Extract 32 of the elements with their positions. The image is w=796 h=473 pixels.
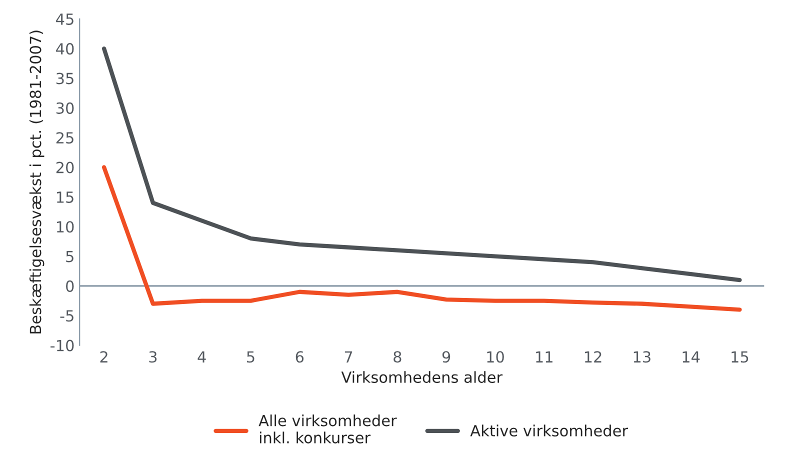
x-tick-label: 12 <box>584 351 602 362</box>
y-tick-label: 5 <box>66 250 74 262</box>
x-tick-label: 9 <box>442 351 450 363</box>
y-tick-label: 45 <box>56 14 74 25</box>
legend-label: Alle virksomheder inkl. konkurser <box>258 414 397 444</box>
y-tick-label: -5 <box>60 310 74 322</box>
y-tick-label: 30 <box>56 102 74 114</box>
legend-label: Aktive virksomheder <box>470 424 628 436</box>
x-tick-label: 6 <box>296 351 304 363</box>
y-tick-label: 10 <box>56 221 74 233</box>
x-tick-label: 13 <box>634 351 650 363</box>
y-tick-label: 25 <box>56 132 74 144</box>
x-tick-label: 15 <box>732 351 748 363</box>
y-tick-label: 35 <box>56 72 74 84</box>
y-tick-label: -10 <box>50 340 74 352</box>
y-tick-label: 20 <box>56 162 74 174</box>
x-tick-label: 5 <box>247 351 254 363</box>
x-tick-label: 2 <box>100 351 108 362</box>
line-series <box>102 165 742 312</box>
x-tick-label: 14 <box>682 351 700 362</box>
x-tick-label: 3 <box>149 351 157 363</box>
x-tick-label: 4 <box>198 351 206 362</box>
x-axis-title: Virksomhedens alder <box>341 371 503 384</box>
x-tick-label: 10 <box>487 351 504 363</box>
line-series <box>102 46 742 282</box>
x-tick-label: 8 <box>394 351 402 363</box>
y-tick-label: 0 <box>66 280 74 292</box>
x-tick-label: 11 <box>536 351 552 362</box>
y-axis-title: Beskæftigelsesvækst i pct. (1981-2007) <box>29 30 44 334</box>
y-tick-label: 15 <box>56 192 74 203</box>
y-tick-label: 40 <box>56 43 74 55</box>
x-tick-label: 7 <box>344 351 352 362</box>
